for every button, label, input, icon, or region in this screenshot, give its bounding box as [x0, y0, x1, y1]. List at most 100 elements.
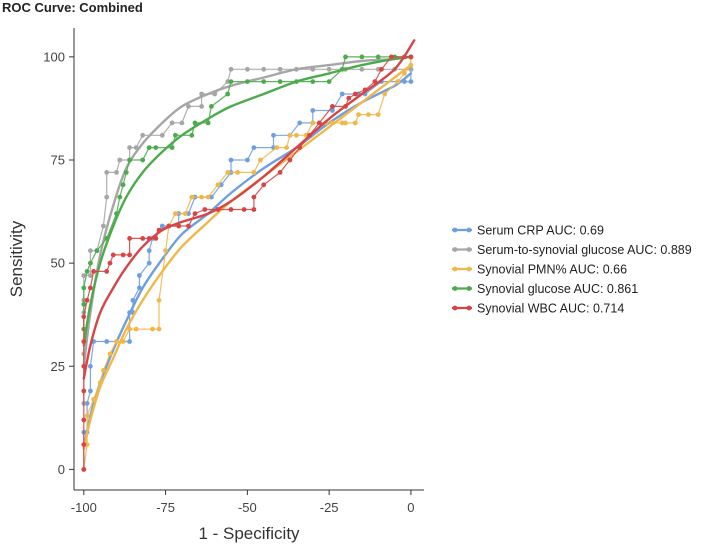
data-point [117, 194, 123, 200]
legend-marker [466, 286, 472, 291]
legend-marker [452, 305, 458, 311]
data-point [294, 132, 299, 138]
data-point [209, 104, 214, 109]
data-point [245, 79, 250, 84]
data-point [375, 66, 381, 72]
data-point [127, 326, 132, 332]
data-point [228, 79, 234, 84]
data-point [251, 207, 257, 212]
legend-item-synovial-wbc: Synovial WBC AUC: 0.714 [452, 302, 624, 316]
legend-item-serum-crp: Serum CRP AUC: 0.69 [452, 224, 604, 238]
data-point [146, 260, 152, 266]
data-point [261, 66, 267, 72]
data-point [146, 145, 152, 151]
data-point [179, 120, 185, 126]
data-point [287, 132, 293, 138]
series-synovial-wbc [81, 39, 416, 472]
x-tick-label: -75 [156, 500, 175, 515]
data-point [251, 194, 257, 200]
legend-marker [452, 286, 458, 291]
data-point [88, 363, 93, 369]
data-point [117, 157, 123, 163]
data-point [140, 132, 146, 138]
smooth-curve-serum-to-synovial-glucose [82, 55, 413, 368]
data-point [310, 79, 316, 84]
data-point [104, 194, 110, 200]
data-point [330, 104, 335, 109]
data-point [245, 157, 250, 163]
data-point [225, 170, 231, 175]
data-point [310, 120, 316, 126]
data-point [199, 194, 205, 200]
data-point [352, 120, 358, 126]
legend: Serum CRP AUC: 0.69 Serum-to-synovial glu… [452, 224, 692, 316]
data-point [192, 211, 198, 217]
data-point [81, 467, 87, 472]
data-point [228, 207, 234, 212]
data-point [163, 248, 169, 254]
data-point [352, 91, 358, 97]
data-point [379, 66, 384, 72]
legend-item-serum-to-synovial-glucose: Serum-to-synovial glucose AUC: 0.889 [452, 243, 692, 257]
data-point [88, 285, 93, 291]
step-line-serum-to-synovial-glucose [83, 56, 412, 404]
data-point [110, 252, 116, 258]
y-tick-label: 75 [51, 153, 65, 168]
legend-marker [466, 247, 472, 252]
data-point [127, 157, 132, 163]
y-tick-label: 0 [58, 462, 65, 477]
chart-title: ROC Curve: Combined [2, 0, 143, 15]
step-line-synovial-glucose [83, 56, 411, 330]
x-tick-label: -50 [238, 500, 257, 515]
legend-marker [452, 266, 458, 272]
step-line-synovial-wbc [83, 56, 411, 470]
data-point [258, 157, 263, 163]
data-point [84, 269, 90, 274]
x-axis-title: 1 - Specificity [198, 524, 300, 543]
plot-area [81, 39, 416, 472]
data-point [382, 91, 388, 97]
data-point [123, 170, 129, 175]
data-point [91, 269, 96, 274]
data-point [271, 132, 276, 138]
step-line-serum-crp [83, 69, 412, 470]
data-point [408, 79, 414, 84]
data-point [114, 170, 119, 175]
data-point [114, 339, 119, 344]
data-point [101, 368, 106, 373]
data-point [251, 145, 257, 151]
data-point [343, 54, 348, 60]
data-point [81, 285, 87, 291]
data-point [235, 170, 241, 175]
data-point [215, 182, 221, 188]
y-tick-label: 100 [43, 49, 65, 64]
data-point [88, 260, 93, 266]
legend-marker [452, 247, 458, 252]
data-point [186, 104, 191, 109]
data-point [176, 223, 182, 229]
y-tick-label: 25 [51, 359, 65, 374]
legend-marker [466, 266, 472, 272]
data-point [202, 207, 208, 212]
data-point [339, 120, 345, 126]
data-point [107, 260, 113, 266]
data-point [169, 120, 175, 126]
data-point [274, 145, 280, 151]
data-point [88, 248, 93, 254]
data-point [137, 285, 142, 291]
data-point [81, 388, 87, 394]
data-point [366, 112, 371, 117]
data-point [159, 223, 165, 229]
legend-marker [466, 227, 472, 233]
data-point [127, 339, 132, 344]
data-point [156, 297, 162, 303]
legend-label: Synovial PMN% AUC: 0.66 [477, 263, 627, 277]
data-point [140, 157, 146, 163]
legend-label: Serum-to-synovial glucose AUC: 0.889 [477, 243, 692, 257]
data-point [251, 170, 257, 175]
data-point [245, 66, 250, 72]
data-point [277, 170, 283, 175]
data-point [228, 66, 234, 72]
data-point [225, 79, 231, 84]
data-point [84, 297, 90, 303]
